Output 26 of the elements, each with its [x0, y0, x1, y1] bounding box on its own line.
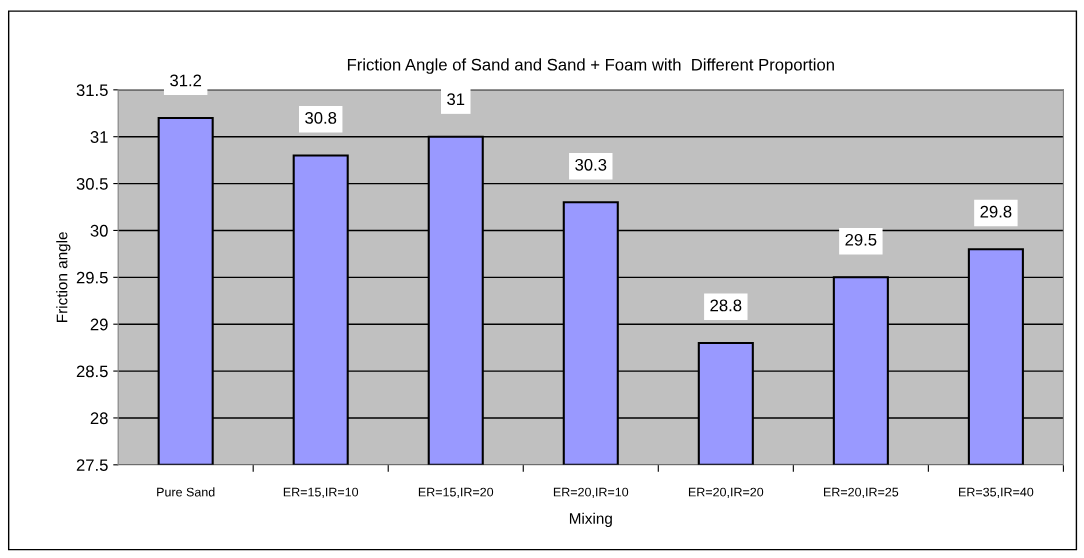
x-tick-label: ER=20,IR=25: [824, 487, 899, 498]
x-axis-title: Mixing: [569, 512, 612, 527]
y-tick-label: 28.5: [76, 365, 108, 378]
y-tick-label: 30: [90, 224, 108, 237]
y-tick-label: 31.5: [76, 84, 108, 97]
data-label: 31.2: [170, 74, 202, 87]
data-label: 29.5: [845, 233, 877, 246]
data-label: 30.8: [305, 112, 337, 124]
y-tick-label: 29: [90, 318, 108, 331]
y-tick-label: 28: [90, 412, 108, 425]
x-tick-label: ER=20,IR=20: [688, 487, 764, 498]
data-label: 30.3: [575, 158, 607, 171]
chart-title: Friction Angle of Sand and Sand + Foam with Different Proportion: [347, 58, 834, 74]
y-tick-label: 29.5: [76, 271, 108, 284]
y-axis-title: Friction angle: [56, 232, 71, 322]
data-label: 28.8: [710, 299, 742, 312]
x-tick-label: ER=15,IR=20: [418, 487, 494, 498]
x-tick-label: ER=15,IR=10: [283, 487, 359, 498]
y-tick-label: 27.5: [76, 459, 108, 472]
data-label: 29.8: [980, 205, 1012, 218]
y-tick-label: 31: [90, 131, 108, 143]
x-tick-label: ER=35,IR=40: [959, 487, 1034, 498]
y-tick-label: 30.5: [76, 177, 108, 190]
x-tick-label: Pure Sand: [157, 487, 215, 497]
data-label: 31: [447, 93, 465, 106]
x-tick-label: ER=20,IR=10: [553, 487, 629, 498]
